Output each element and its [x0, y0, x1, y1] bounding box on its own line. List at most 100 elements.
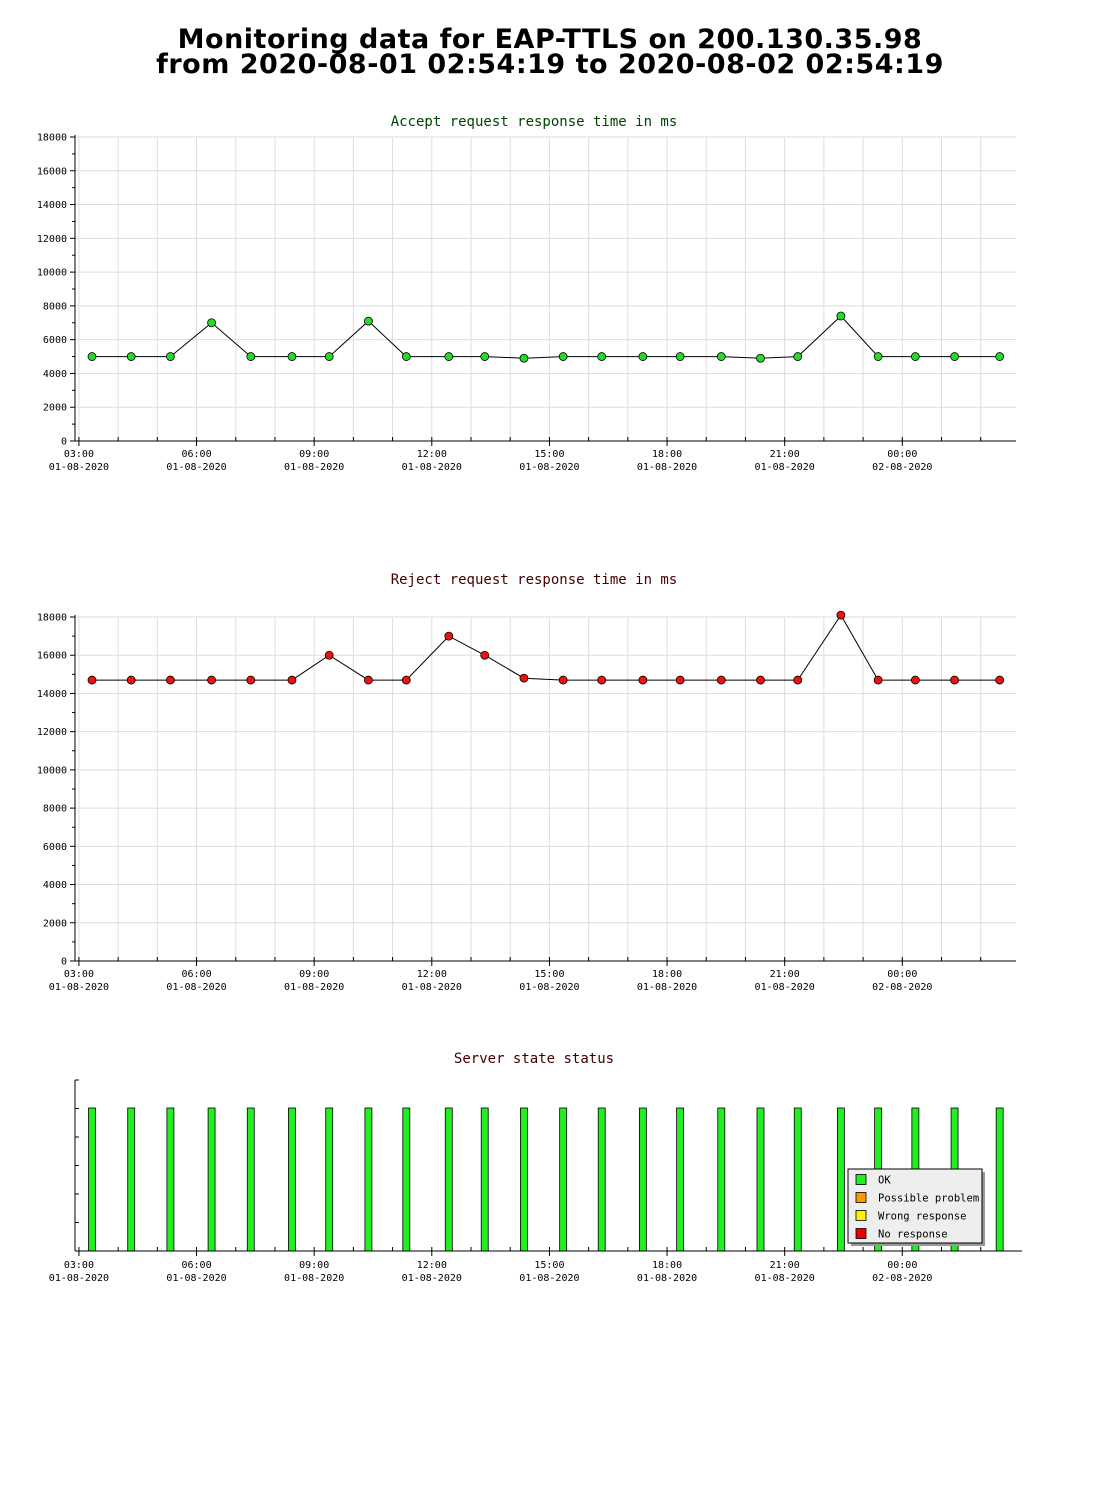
reject-y-tick-label: 16000	[37, 651, 67, 662]
status-x-tick-time: 18:00	[652, 1260, 682, 1271]
reject-x-tick-date: 01-08-2020	[519, 982, 579, 993]
reject-data-point	[87, 675, 97, 685]
status-bar	[166, 1107, 175, 1252]
status-bar	[520, 1107, 528, 1252]
reject-data-point	[558, 675, 568, 685]
status-x-tick-date: 01-08-2020	[49, 1273, 109, 1284]
status-x-tick-time: 15:00	[534, 1260, 564, 1271]
accept-y-tick-label: 6000	[43, 335, 67, 346]
accept-data-point	[166, 352, 175, 361]
accept-chart-title: Accept request response time in ms	[391, 114, 678, 130]
reject-data-point	[793, 675, 803, 685]
status-x-tick-time: 09:00	[299, 1260, 329, 1271]
accept-data-point	[126, 352, 136, 361]
accept-y-tick-label: 4000	[43, 369, 67, 380]
status-x-tick-date: 01-08-2020	[402, 1273, 462, 1284]
accept-y-tick-label: 16000	[37, 166, 67, 177]
status-bar	[207, 1107, 216, 1252]
reject-data-point	[166, 675, 175, 685]
reject-y-tick-label: 0	[61, 957, 67, 968]
reject-y-tick-label: 18000	[37, 613, 67, 624]
accept-data-point	[638, 352, 648, 361]
legend-box	[847, 1168, 983, 1244]
accept-y-tick-label: 2000	[43, 403, 67, 414]
status-legend: OK Possible problem Wrong response No respo…	[847, 1168, 985, 1246]
accept-series-line	[92, 315, 1000, 359]
accept-data-point	[558, 352, 568, 361]
status-x-tick-time: 21:00	[770, 1260, 800, 1271]
accept-data-point	[207, 318, 216, 328]
status-x-tick-date: 01-08-2020	[755, 1273, 815, 1284]
status-bar	[88, 1107, 96, 1252]
reject-x-tick-date: 01-08-2020	[49, 982, 109, 993]
status-chart-title: Server state status	[454, 1051, 614, 1067]
accept-y-tick-label: 14000	[37, 200, 67, 211]
status-x-tick-time: 06:00	[181, 1260, 211, 1271]
reject-x-tick-date: 01-08-2020	[637, 982, 697, 993]
accept-data-point	[950, 352, 959, 361]
reject-data-point	[207, 675, 216, 685]
reject-y-tick-label: 8000	[43, 804, 67, 815]
reject-data-point	[756, 675, 765, 685]
reject-x-tick-time: 03:00	[64, 969, 94, 980]
accept-data-point	[401, 352, 411, 361]
accept-x-tick-date: 01-08-2020	[402, 462, 462, 473]
accept-x-tick-time: 00:00	[887, 449, 917, 460]
reject-data-point	[910, 675, 920, 685]
status-x-tick-time: 03:00	[64, 1260, 94, 1271]
accept-x-tick-time: 18:00	[652, 449, 682, 460]
page-title-line-1: Monitoring data for EAP-TTLS on 200.130.…	[177, 24, 923, 55]
status-bar	[559, 1107, 568, 1252]
reject-y-tick-label: 12000	[37, 727, 67, 738]
accept-x-tick-time: 12:00	[417, 449, 447, 460]
status-x-tick-time: 00:00	[887, 1260, 917, 1271]
reject-data-point	[995, 675, 1005, 685]
accept-y-tick-label: 10000	[37, 268, 67, 279]
accept-x-tick-time: 21:00	[770, 449, 800, 460]
page-title-line-2: from 2020-08-01 02:54:19 to 2020-08-02 0…	[156, 49, 944, 80]
reject-data-point	[638, 675, 648, 685]
reject-x-tick-time: 12:00	[417, 969, 447, 980]
status-bar	[836, 1107, 845, 1252]
reject-y-tick-label: 14000	[37, 689, 67, 700]
legend-swatch	[855, 1228, 867, 1239]
reject-x-tick-date: 01-08-2020	[166, 982, 226, 993]
legend-swatch	[855, 1192, 867, 1203]
status-bar	[288, 1107, 296, 1252]
reject-x-tick-date: 01-08-2020	[284, 982, 344, 993]
status-bar	[444, 1107, 453, 1252]
accept-x-tick-time: 09:00	[299, 449, 329, 460]
status-bar	[638, 1107, 647, 1252]
accept-chart: Accept request response time in ms 0 2000 4…	[37, 114, 1016, 473]
reject-data-point	[364, 675, 373, 685]
legend-label: Wrong response	[878, 1211, 967, 1223]
status-bar	[717, 1107, 726, 1252]
status-bar	[676, 1107, 685, 1252]
reject-data-point	[401, 675, 411, 685]
legend-swatch	[855, 1174, 867, 1185]
reject-data-point	[675, 675, 685, 685]
reject-y-tick-label: 10000	[37, 765, 67, 776]
reject-x-tick-date: 02-08-2020	[872, 982, 932, 993]
accept-data-point	[444, 352, 454, 361]
accept-x-tick-date: 01-08-2020	[49, 462, 109, 473]
accept-x-tick-time: 06:00	[181, 449, 211, 460]
reject-x-tick-time: 15:00	[534, 969, 564, 980]
accept-data-point	[364, 316, 373, 326]
accept-data-point	[910, 352, 920, 361]
status-x-tick-date: 01-08-2020	[519, 1273, 579, 1284]
status-bar	[756, 1107, 765, 1252]
reject-x-tick-time: 18:00	[652, 969, 682, 980]
reject-data-point	[836, 610, 846, 620]
reject-data-point	[480, 650, 490, 660]
reject-x-tick-time: 06:00	[181, 969, 211, 980]
status-x-tick-date: 01-08-2020	[284, 1273, 344, 1284]
accept-data-point	[836, 311, 846, 321]
reject-data-point	[873, 675, 883, 685]
status-bar	[246, 1107, 255, 1252]
accept-data-point	[597, 352, 607, 361]
status-x-tick-date: 01-08-2020	[637, 1273, 697, 1284]
status-bar	[364, 1107, 373, 1252]
